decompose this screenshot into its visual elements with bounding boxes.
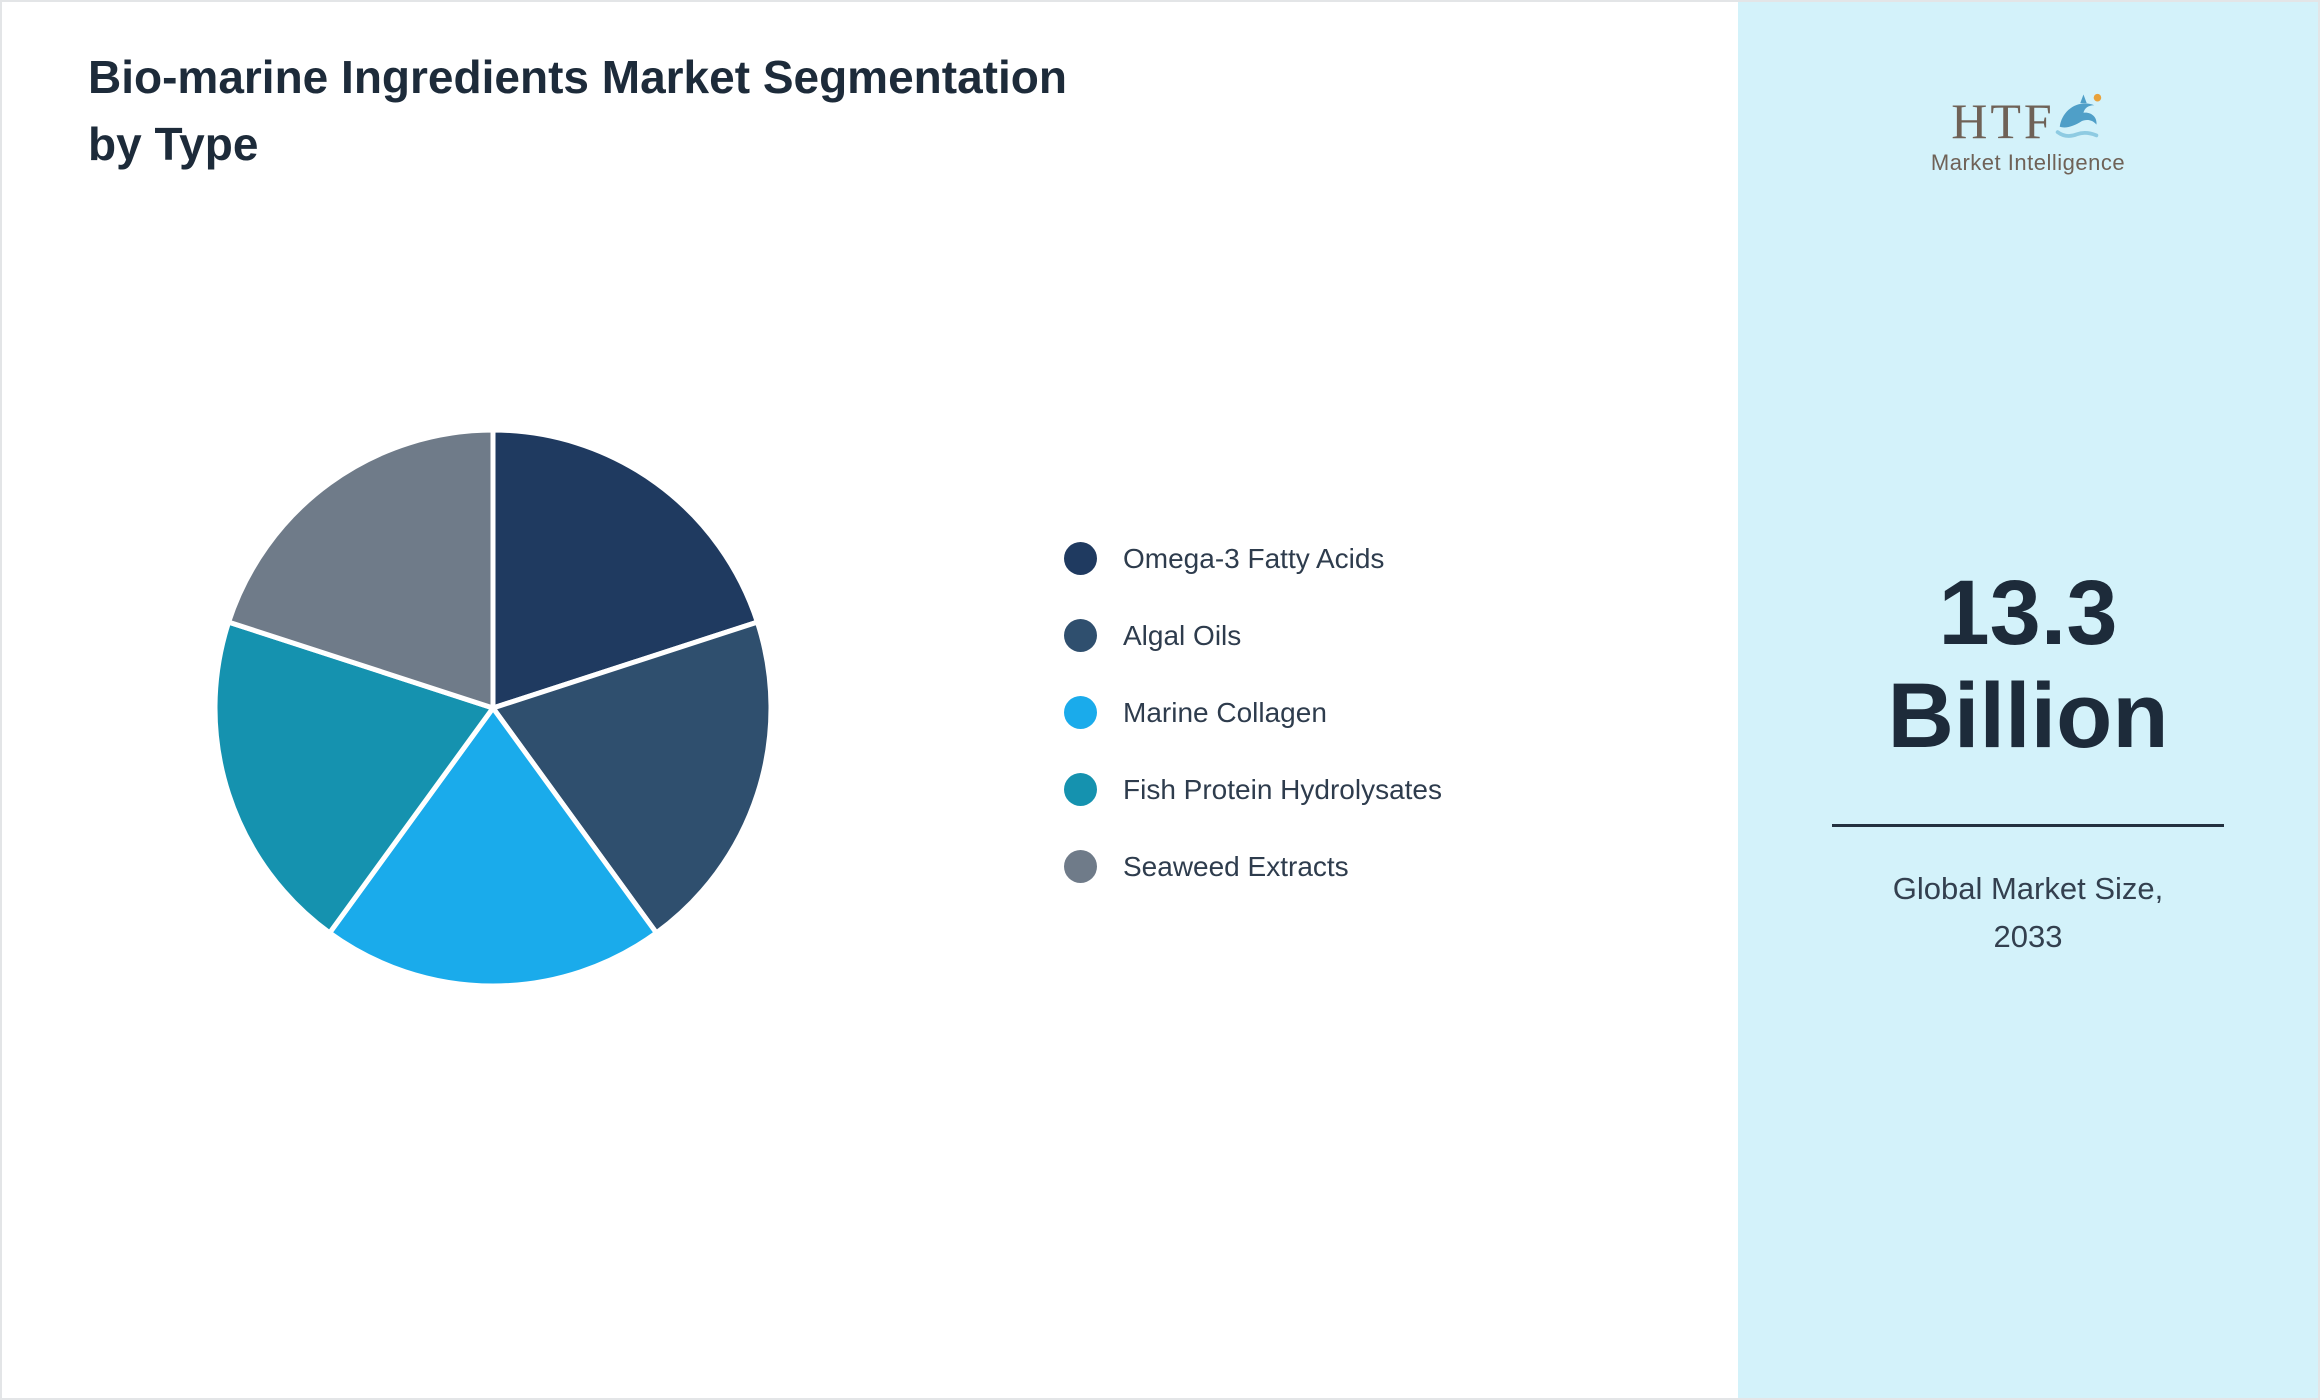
legend-item: Algal Oils [1064,619,1442,652]
legend-item: Omega-3 Fatty Acids [1064,542,1442,575]
divider-line [1832,824,2224,828]
brand-logo-text: HTF [1951,93,2055,149]
legend-color-dot [1064,696,1097,729]
pie-slice-1 [490,619,774,936]
brand-logo: HTF Market Intelligence [1738,88,2318,176]
pie-slice-3 [212,619,496,936]
legend-item: Fish Protein Hydrolysates [1064,773,1442,806]
highlight-panel: HTF Market Intelligence 13.3 Billion Glo… [1738,2,2318,1398]
chart-title: Bio-marine Ingredients Market Segmentati… [88,51,1067,170]
pie-chart [212,427,774,989]
legend-item-label: Algal Oils [1123,619,1242,651]
pie-slice-0 [490,427,760,711]
legend-item-label: Fish Protein Hydrolysates [1123,773,1443,805]
legend: Omega-3 Fatty Acids Algal Oils Marine Co… [1064,542,1442,883]
legend-item-label: Omega-3 Fatty Acids [1123,542,1385,574]
legend-item: Seaweed Extracts [1064,850,1442,883]
legend-color-dot [1064,773,1097,806]
market-size-caption: Global Market Size, 2033 [1892,871,2164,955]
pie-slice-4 [226,427,496,711]
brand-logo-subtitle: Market Intelligence [1930,150,2126,175]
legend-color-dot [1064,619,1097,652]
market-size-stat: 13.3 Billion Global Market Size, 2033 [1738,562,2318,961]
legend-item-label: Seaweed Extracts [1123,850,1349,882]
legend-color-dot [1064,850,1097,883]
legend-color-dot [1064,542,1097,575]
market-size-unit: Billion [1887,665,2169,768]
market-size-number: 13.3 [1938,562,2118,664]
legend-item: Marine Collagen [1064,696,1442,729]
market-size-value: 13.3 Billion [1738,562,2318,768]
pie-slice-2 [327,705,659,989]
legend-item-label: Marine Collagen [1123,696,1327,728]
dolphin-icon [2055,93,2101,138]
